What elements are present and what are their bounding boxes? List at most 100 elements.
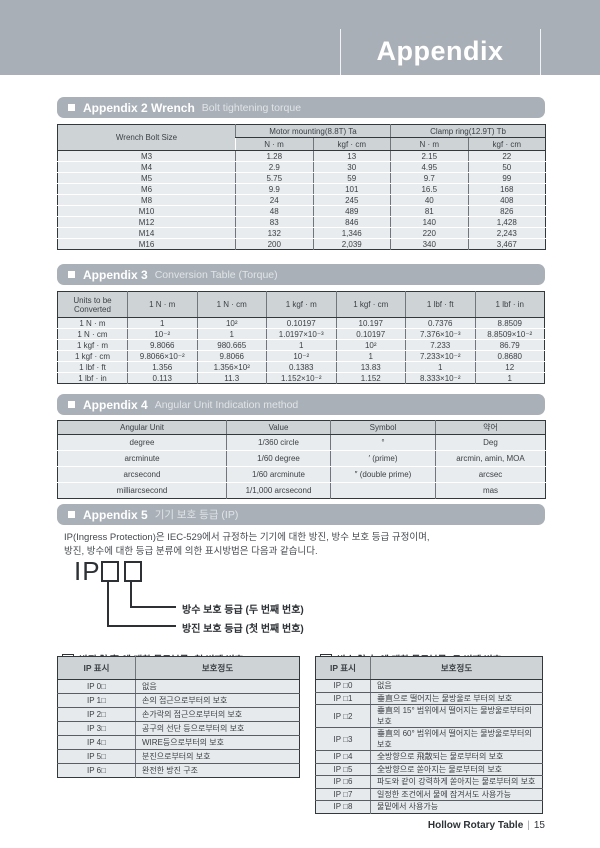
water-table-body: IP □0 없음 IP □1 垂直으로 떨어지는 물방울로 부터의 보호 IP □2 垂直… [315,679,543,813]
table-cell: degree [57,434,227,451]
table-cell: 8.8509×10⁻² [474,328,545,340]
waterproof-class-table: IP 표시 보호정도 IP □0 없음 IP □1 垂直으로 떨어지는 물방울로 부터… [315,656,543,814]
table-row: arcsecond 1/60 arcminute ″ (double prime) a… [57,466,546,483]
table-row: IP □6 파도와 같이 강력하게 쏟아지는 물로부터의 보호 [315,775,543,789]
table-cell: 7.233 [405,339,475,351]
table-cell: ″ (double prime) [330,466,436,483]
table-cell: 공구의 선단 등으로부터의 보호 [135,721,300,736]
table-cell: 0.7376 [405,317,475,329]
table-cell: Deg [435,434,546,451]
table-cell: 0.10197 [266,317,336,329]
table-cell: 132 [235,227,313,239]
table-cell: arcmin, amin, MOA [435,450,546,467]
table-cell: IP □8 [315,800,371,813]
table-cell: 垂直으로 떨어지는 물방울로 부터의 보호 [370,692,543,705]
table-cell: 9.8066×10⁻² [127,350,197,362]
table-row: arcminute 1/60 degree ′ (prime) arcmin, ami… [57,450,546,467]
table-cell: IP 4□ [57,735,136,750]
section-bar-appendix-4: Appendix 4 Angular Unit Indication metho… [57,394,545,415]
table-cell: 1,428 [467,216,546,228]
table-cell: 없음 [135,679,300,694]
table-cell: IP □2 [315,704,371,728]
connector-line [130,606,176,608]
table-row: M8 24 245 40 408 [57,194,546,206]
table-cell: 2.9 [235,161,313,173]
table-cell: 2.15 [390,150,469,162]
table-cell: 완전한 방진 구조 [135,763,300,778]
column-header: Value [226,420,331,435]
table-row: IP □5 全방향으로 쏟아지는 물로부터의 보호 [315,763,543,776]
table-cell: 垂直의 15° 범위에서 떨어지는 물방울로부터의 보호 [370,704,543,728]
table-cell: 980.665 [196,339,267,351]
table-cell: 10² [335,339,406,351]
table-cell: 8.8509 [474,317,545,329]
table-cell: 340 [390,238,469,250]
ip-description-paragraph: IP(Ingress Protection)은 IEC-529에서 규정하는 기… [64,531,534,559]
table-cell: M10 [57,205,236,217]
column-header: 약어 [435,420,546,435]
table-row: IP □4 全방향으로 飛散되는 물로부터의 보호 [315,750,543,764]
table-cell: 1 [405,361,475,373]
table-cell: 3,467 [467,238,546,250]
table-cell: 2,243 [467,227,546,239]
table-header-row: Angular Unit Value Symbol 약어 [57,420,546,435]
table-row: 1 N · m 1 10² 0.10197 10.197 0.7376 8.8509 [57,317,545,329]
table-cell: 4.95 [390,161,469,173]
table-cell: IP 3□ [57,721,136,736]
table-row: IP □3 垂直의 60° 범위에서 떨어지는 물방울로부터의 보호 [315,727,543,751]
table-cell: IP □1 [315,692,371,705]
table-cell: 83 [235,216,313,228]
table-cell: 2,039 [312,238,391,250]
section-title: Appendix 2 Wrench [83,100,195,115]
table-cell: IP □7 [315,788,371,801]
footer-separator: | [527,820,530,831]
table-cell: 1/360 circle [226,434,331,451]
table-row: 1 kgf · cm 9.8066×10⁻² 9.8066 10⁻² 1 7.233×10… [57,350,545,362]
ip-first-digit-box [101,561,119,582]
table-cell: 101 [312,183,391,195]
torque-conversion-table: Units to be Converted 1 N · m 1 N · cm 1… [57,291,545,384]
connector-line [130,582,132,607]
table-cell: 물밑에서 사용가능 [370,800,543,813]
table-cell: 1.152×10⁻² [266,372,336,384]
square-bullet-icon [68,271,75,278]
ip-second-digit-box [124,561,142,582]
column-header: 보호정도 [135,656,300,680]
table-cell: 50 [467,161,546,173]
table-cell: 489 [312,205,391,217]
paragraph-line: IP(Ingress Protection)은 IEC-529에서 규정하는 기… [64,532,430,543]
table-cell: 垂直의 60° 범위에서 떨어지는 물방울로부터의 보호 [370,727,543,751]
table-cell: 1/60 arcminute [226,466,331,483]
column-group-header: Clamp ring(12.9T) Tb [390,124,546,138]
table-cell: 1.28 [235,150,313,162]
column-header: IP 표시 [57,656,136,680]
table-cell: 없음 [370,679,543,693]
table-cell: 40 [390,194,469,206]
table-row: M6 9.9 101 16.5 168 [57,183,546,195]
table-cell: IP 1□ [57,693,136,708]
unit-header: N · m [390,137,469,151]
table-cell: IP □5 [315,763,371,776]
table-cell: IP □3 [315,727,371,751]
table-cell: IP □0 [315,679,371,693]
table-cell: 1 N · cm [57,328,128,340]
angular-unit-table: Angular Unit Value Symbol 약어 degree 1/360… [57,420,546,499]
section-title: Appendix 3 [83,267,148,282]
table-cell: IP 6□ [57,763,136,778]
table-header-row: IP 표시 보호정도 [57,656,300,680]
table-cell: 48 [235,205,313,217]
table-row: M16 200 2,039 340 3,467 [57,238,546,250]
section-subtitle: Angular Unit Indication method [154,398,299,411]
table-cell: 245 [312,194,391,206]
table-cell: 140 [390,216,469,228]
table-row: M4 2.9 30 4.95 50 [57,161,546,173]
table-cell: 파도와 같이 강력하게 쏟아지는 물로부터의 보호 [370,775,543,789]
table-row: IP 3□ 공구의 선단 등으로부터의 보호 [57,721,300,736]
table-cell: 1 lbf · ft [57,361,128,373]
table-row: IP 6□ 완전한 방진 구조 [57,763,300,778]
column-header: Wrench Bolt Size [57,124,236,151]
table-cell: 1 [266,339,336,351]
section-bar-appendix-5: Appendix 5 기기 보호 등급 (IP) [57,504,545,525]
table-row: M5 5.75 59 9.7 99 [57,172,546,184]
table-cell: 1/60 degree [226,450,331,467]
